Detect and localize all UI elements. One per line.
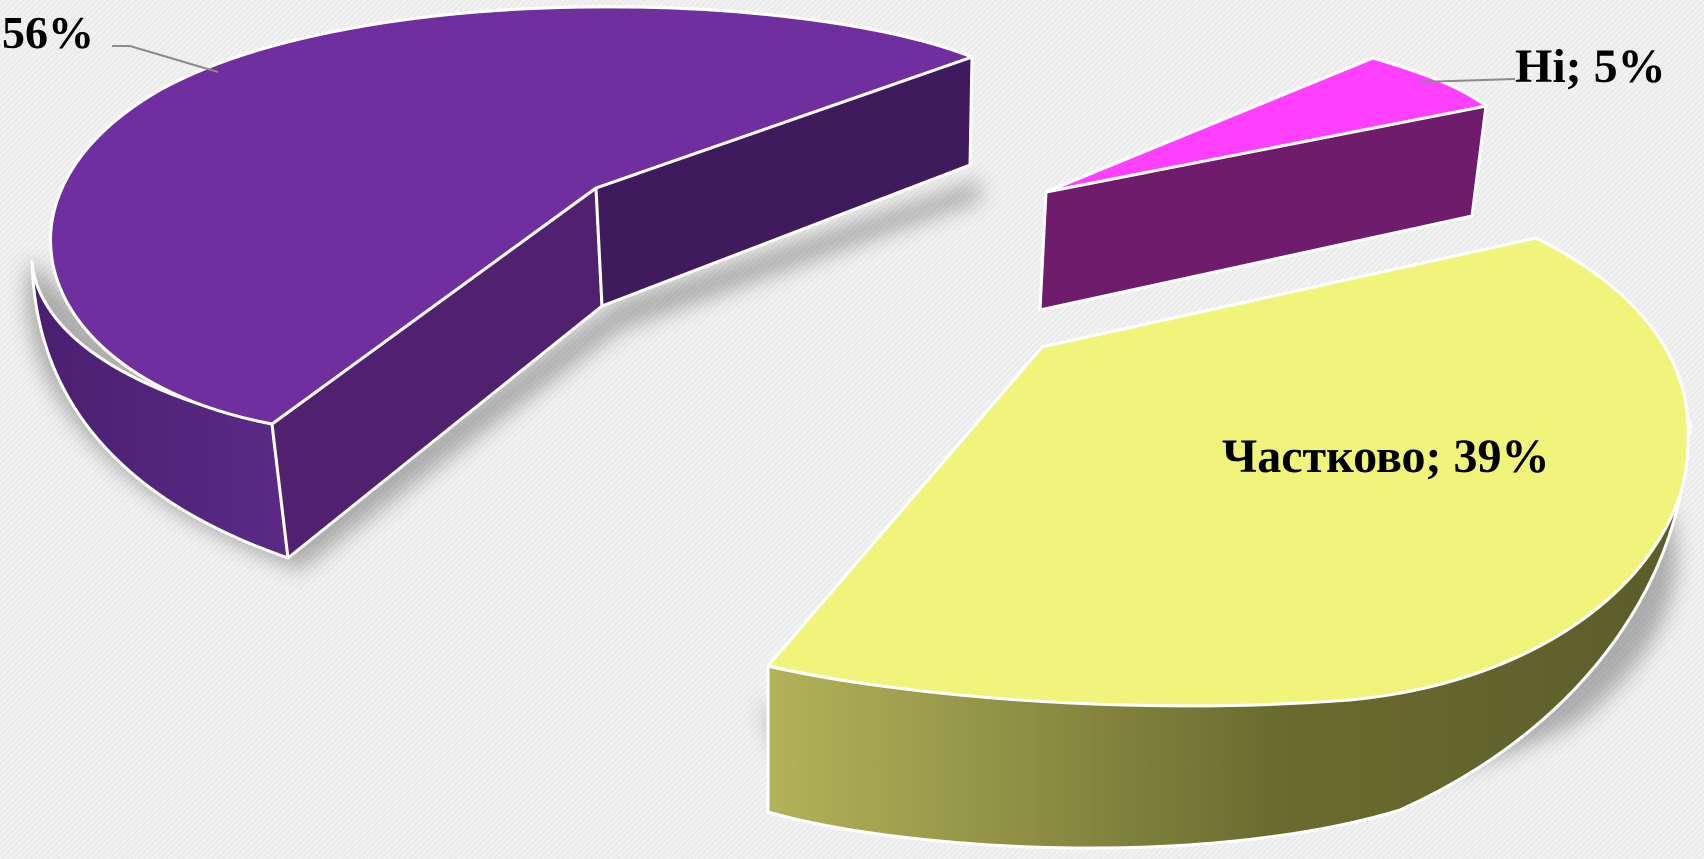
data-label-5: Ні; 5% [1515, 40, 1666, 93]
slice-5-top [1044, 56, 1488, 194]
slice-56-top [49, 5, 974, 426]
leader-line-56 [112, 45, 219, 73]
pie-slice-39 [766, 236, 1692, 850]
pie-slice-5 [1038, 56, 1488, 312]
data-label-39: Частково; 39% [1222, 430, 1550, 483]
data-label-56: 56% [2, 7, 94, 58]
pie-slice-56 [30, 5, 974, 560]
slice-39-top [766, 236, 1690, 708]
leader-line-5 [1419, 78, 1516, 83]
